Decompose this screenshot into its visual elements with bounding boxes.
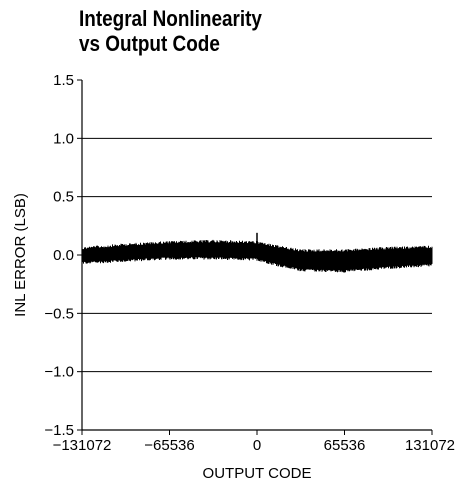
inl-series bbox=[81, 232, 433, 273]
y-tick-label: −1.0 bbox=[44, 364, 74, 381]
y-tick-labels: 1.5 1.0 0.5 0.0 −0.5 −1.0 −1.5 bbox=[44, 72, 74, 439]
y-tick-label: 0.5 bbox=[53, 189, 74, 206]
x-tick-label: 65536 bbox=[324, 437, 366, 454]
x-tick-labels: −131072 −65536 0 65536 131072 bbox=[53, 437, 455, 454]
y-tick-label: 0.0 bbox=[53, 247, 74, 264]
chart-title: Integral Nonlinearity vs Output Code bbox=[79, 6, 262, 56]
x-axis-label: OUTPUT CODE bbox=[203, 465, 312, 482]
chart-title-line2: vs Output Code bbox=[79, 31, 220, 56]
chart-title-line1: Integral Nonlinearity bbox=[79, 6, 262, 31]
inl-band-core bbox=[82, 242, 432, 271]
x-tick-label: 0 bbox=[253, 437, 261, 454]
y-tick-label: 1.5 bbox=[53, 72, 74, 89]
y-tick-label: 1.0 bbox=[53, 130, 74, 147]
y-axis-label: INL ERROR (LSB) bbox=[12, 193, 29, 317]
x-tick-label: −131072 bbox=[53, 437, 112, 454]
plot-frame bbox=[77, 79, 433, 435]
x-tick-label: −65536 bbox=[144, 437, 194, 454]
y-tick-label: −0.5 bbox=[44, 305, 74, 322]
x-tick-label: 131072 bbox=[405, 437, 455, 454]
y-tick-label: −1.5 bbox=[44, 422, 74, 439]
